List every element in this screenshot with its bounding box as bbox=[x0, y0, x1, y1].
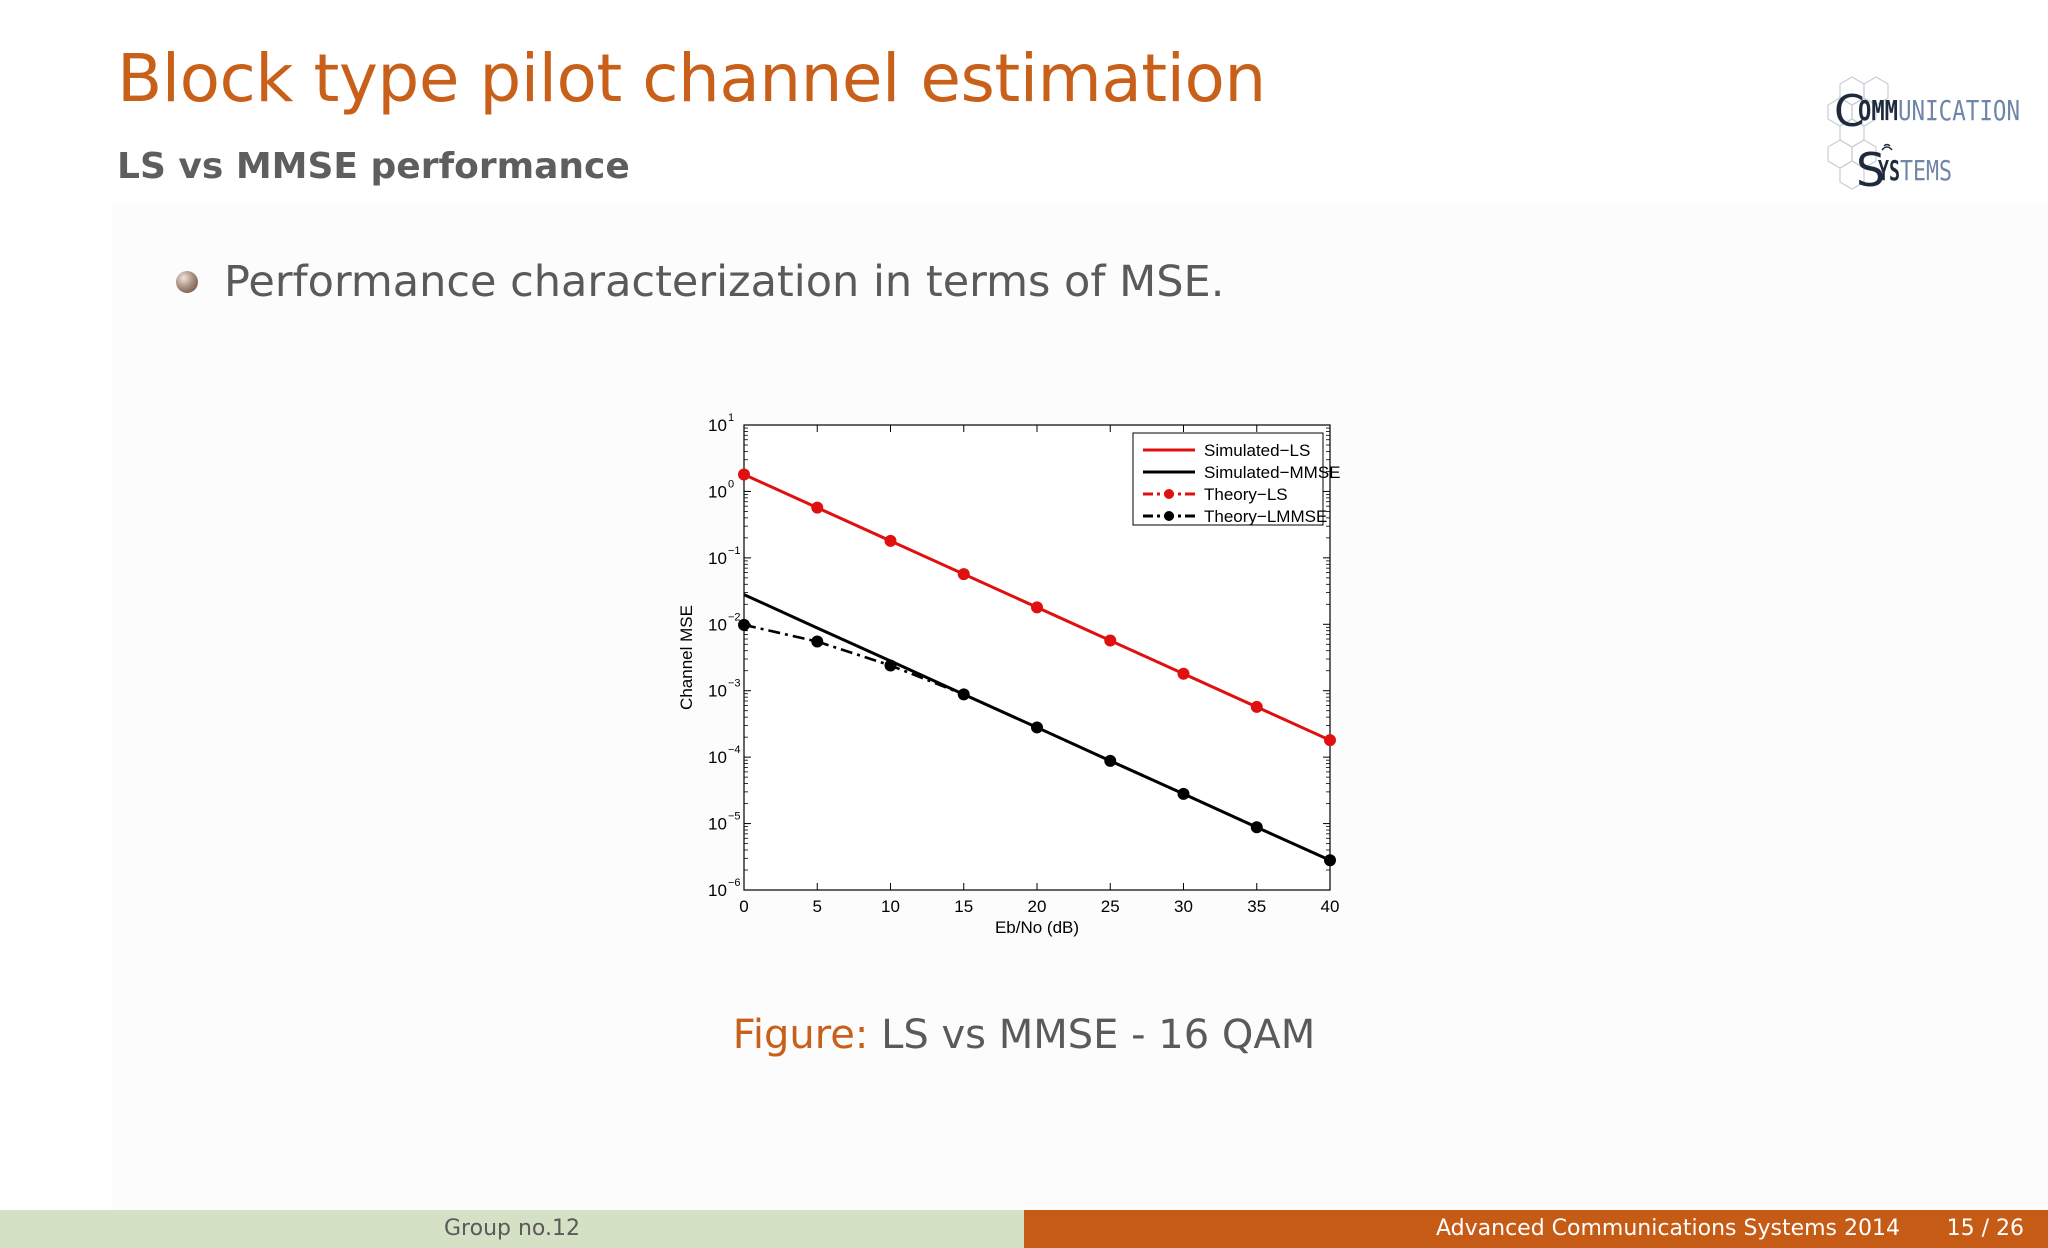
x-tick-label: 40 bbox=[1321, 897, 1340, 916]
data-point-2 bbox=[1031, 601, 1043, 614]
svg-text:YS: YS bbox=[1878, 154, 1900, 187]
x-tick-label: 15 bbox=[954, 897, 973, 916]
y-tick-exponent: −1 bbox=[728, 545, 741, 557]
x-tick-label: 30 bbox=[1174, 897, 1193, 916]
y-tick-label: 10 bbox=[708, 748, 727, 767]
x-tick-label: 10 bbox=[881, 897, 900, 916]
y-tick-label: 10 bbox=[708, 682, 727, 701]
x-tick-label: 35 bbox=[1247, 897, 1266, 916]
slide-subtitle: LS vs MMSE performance bbox=[117, 146, 630, 187]
footer-group: Group no.12 bbox=[0, 1210, 1024, 1248]
y-tick-exponent: −2 bbox=[728, 611, 741, 623]
footer-course: Advanced Communications Systems 2014 bbox=[1436, 1216, 1900, 1241]
svg-text:C: C bbox=[1834, 86, 1865, 137]
legend-marker bbox=[1164, 489, 1174, 499]
y-tick-exponent: 1 bbox=[728, 412, 734, 424]
data-point-3 bbox=[957, 688, 970, 701]
footer-bar: Advanced Communications Systems 2014 15 … bbox=[1024, 1210, 2048, 1248]
svg-text:TEMS: TEMS bbox=[1900, 154, 1952, 187]
y-tick-label: 10 bbox=[708, 815, 727, 834]
legend-label: Theory−LMMSE bbox=[1204, 507, 1327, 526]
bullet-item: Performance characterization in terms of… bbox=[176, 250, 1224, 314]
x-tick-label: 25 bbox=[1101, 897, 1120, 916]
legend-label: Theory−LS bbox=[1204, 485, 1288, 504]
legend-label: Simulated−MMSE bbox=[1204, 463, 1341, 482]
data-point-2 bbox=[811, 501, 824, 514]
x-tick-label: 20 bbox=[1028, 897, 1047, 916]
data-point-3 bbox=[1324, 854, 1336, 867]
data-point-3 bbox=[1104, 754, 1117, 767]
legend-marker bbox=[1164, 511, 1174, 521]
data-point-2 bbox=[1104, 634, 1117, 647]
data-point-2 bbox=[1324, 734, 1336, 747]
x-tick-label: 0 bbox=[739, 897, 748, 916]
bullet-text: Performance characterization in terms of… bbox=[224, 257, 1225, 307]
data-point-2 bbox=[1250, 700, 1263, 713]
y-tick-label: 10 bbox=[708, 482, 727, 501]
footer-page-number: 15 / 26 bbox=[1946, 1216, 2024, 1241]
y-tick-exponent: −6 bbox=[728, 877, 741, 889]
y-tick-exponent: −5 bbox=[728, 811, 741, 823]
data-point-3 bbox=[811, 635, 824, 648]
y-tick-label: 10 bbox=[708, 416, 727, 435]
x-axis-label: Eb/No (dB) bbox=[995, 918, 1079, 937]
slide-title: Block type pilot channel estimation bbox=[117, 40, 1266, 117]
y-tick-exponent: −3 bbox=[728, 678, 741, 690]
data-point-3 bbox=[1250, 821, 1263, 834]
bullet-icon bbox=[176, 271, 198, 293]
data-point-3 bbox=[1031, 721, 1043, 734]
data-point-2 bbox=[1177, 667, 1190, 680]
svg-text:OMM: OMM bbox=[1858, 94, 1898, 127]
data-point-2 bbox=[957, 568, 970, 581]
legend-box bbox=[1132, 432, 1324, 526]
communication-systems-logo: C OMM UNICATION S YS TEMS bbox=[1827, 76, 2020, 197]
legend-label: Simulated−LS bbox=[1204, 441, 1310, 460]
series-line-2 bbox=[743, 473, 1331, 742]
caption-text: LS vs MMSE - 16 QAM bbox=[881, 1012, 1316, 1058]
data-point-3 bbox=[738, 618, 750, 631]
y-tick-label: 10 bbox=[708, 881, 727, 900]
x-tick-label: 5 bbox=[813, 897, 822, 916]
data-point-2 bbox=[738, 468, 750, 481]
data-point-2 bbox=[884, 534, 897, 547]
y-tick-exponent: 0 bbox=[728, 478, 734, 490]
data-point-3 bbox=[884, 659, 897, 672]
svg-text:S: S bbox=[1856, 143, 1885, 197]
svg-text:UNICATION: UNICATION bbox=[1898, 94, 2020, 127]
caption-label: Figure: bbox=[732, 1012, 869, 1058]
y-tick-label: 10 bbox=[708, 615, 727, 634]
y-tick-label: 10 bbox=[708, 549, 727, 568]
data-point-3 bbox=[1177, 787, 1190, 800]
y-tick-exponent: −4 bbox=[728, 744, 741, 756]
figure-caption: Figure: LS vs MMSE - 16 QAM bbox=[0, 1012, 2048, 1058]
y-axis-label: Channel MSE bbox=[677, 605, 696, 710]
